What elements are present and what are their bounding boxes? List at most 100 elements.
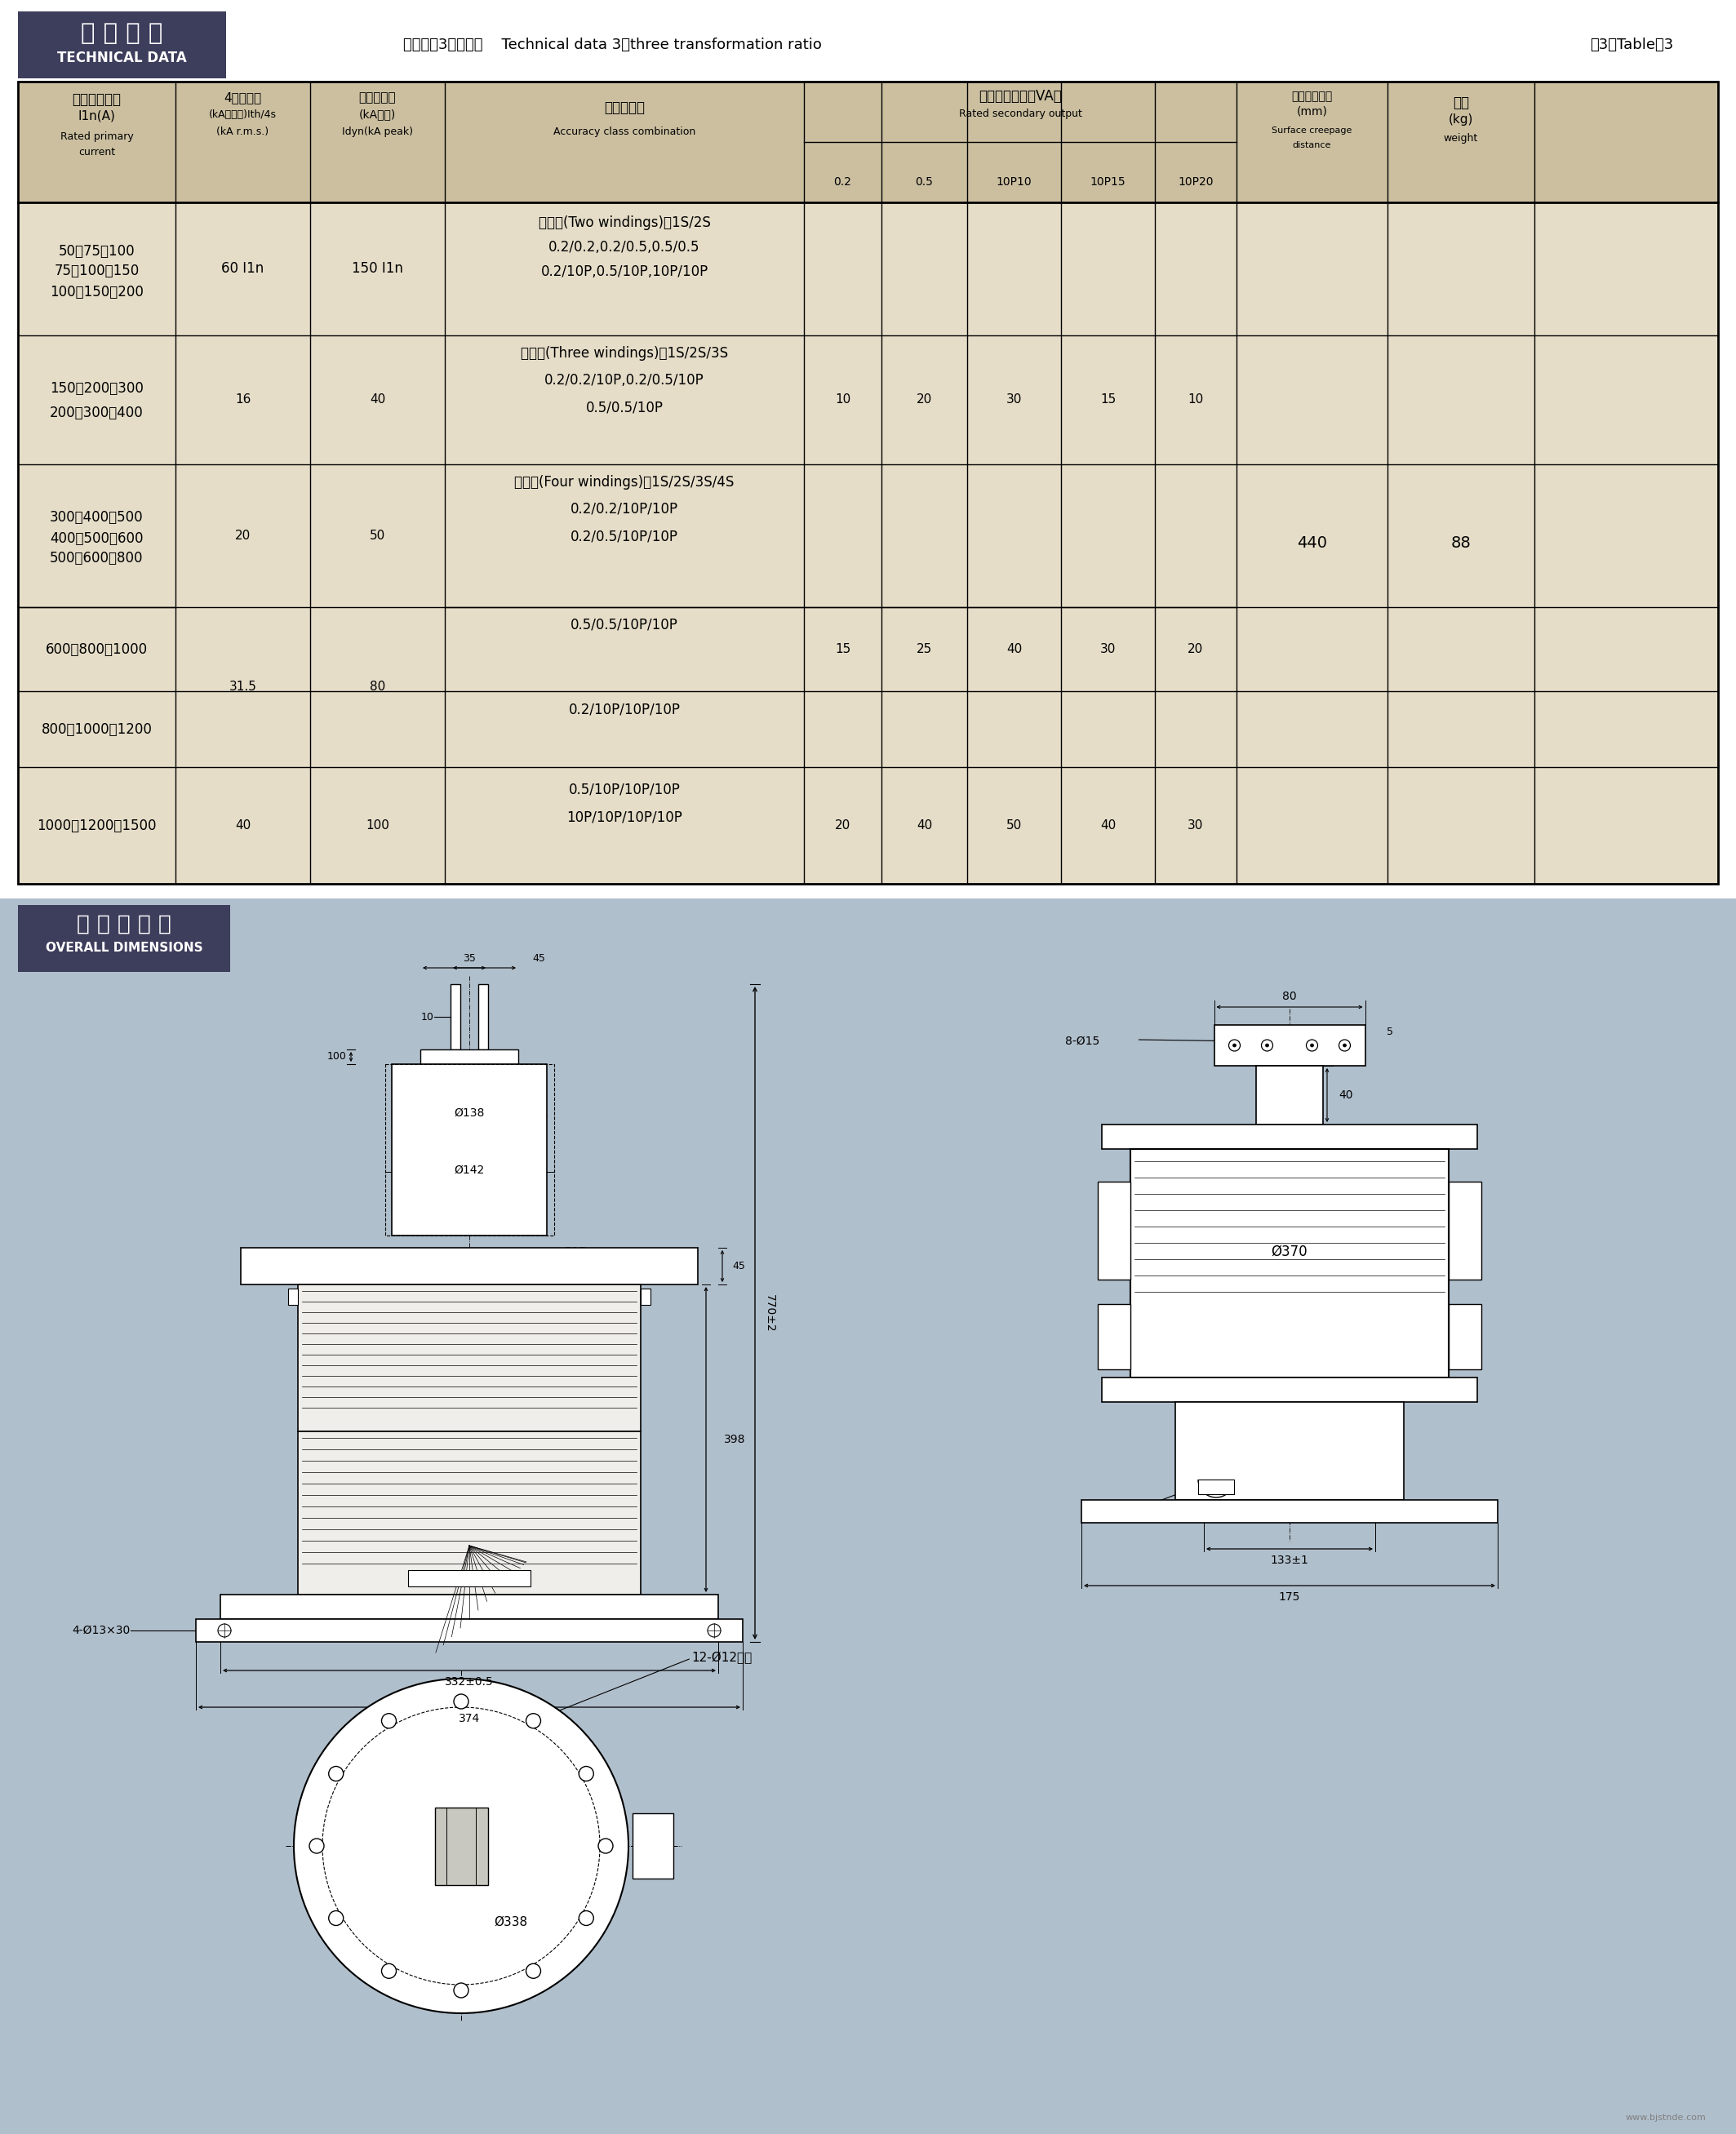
Text: (kA有效值)Ith/4s: (kA有效值)Ith/4s [208, 109, 276, 120]
Circle shape [1338, 1039, 1351, 1052]
Text: 0.2/0.5/10P/10P: 0.2/0.5/10P/10P [571, 529, 679, 544]
Text: weight: weight [1444, 134, 1477, 143]
Text: Ø338: Ø338 [493, 1916, 528, 1929]
Text: 133±1: 133±1 [1271, 1554, 1309, 1566]
Text: 20: 20 [917, 395, 932, 405]
Text: 25: 25 [917, 642, 932, 655]
Text: 0.2/0.2/10P,0.2/0.5/10P: 0.2/0.2/10P,0.2/0.5/10P [545, 373, 705, 388]
Text: M8接地螺栓: M8接地螺栓 [1082, 1498, 1127, 1509]
Circle shape [309, 1840, 325, 1852]
Text: 10P15: 10P15 [1090, 177, 1125, 188]
Text: 20: 20 [835, 819, 851, 832]
Text: (kA峰值): (kA峰值) [359, 109, 396, 120]
Bar [632, 1814, 674, 1878]
Text: 45: 45 [733, 1261, 745, 1272]
Text: 30: 30 [1007, 395, 1023, 405]
Text: 770±2: 770±2 [764, 1293, 776, 1332]
Text: 100－150－200: 100－150－200 [50, 284, 144, 299]
Text: TECHNICAL DATA: TECHNICAL DATA [57, 51, 187, 66]
Text: Ø142: Ø142 [455, 1165, 484, 1176]
Circle shape [708, 1624, 720, 1637]
Text: 技 术 参 数: 技 术 参 数 [82, 21, 163, 45]
Text: 4秒热电流: 4秒热电流 [224, 92, 262, 105]
Circle shape [219, 1624, 231, 1637]
Text: 80: 80 [370, 681, 385, 694]
Bar [299, 1285, 641, 1432]
Bar [1097, 1182, 1130, 1280]
Text: 300－400－500: 300－400－500 [50, 510, 144, 525]
Text: 40: 40 [1007, 642, 1023, 655]
Text: Ø370: Ø370 [1271, 1244, 1307, 1259]
Bar [17, 81, 1719, 883]
Circle shape [382, 1963, 396, 1978]
Bar [17, 81, 1719, 203]
Bar [1102, 1379, 1477, 1402]
Circle shape [293, 1679, 628, 2012]
Text: 20: 20 [1187, 642, 1203, 655]
Text: 150－200－300: 150－200－300 [50, 382, 144, 395]
Text: 60 I1n: 60 I1n [222, 262, 264, 275]
Bar [385, 1065, 554, 1236]
Text: OVERALL DIMENSIONS: OVERALL DIMENSIONS [45, 941, 203, 954]
Text: 175: 175 [1279, 1592, 1300, 1603]
Text: 0.2/0.2/10P/10P: 0.2/0.2/10P/10P [571, 501, 679, 516]
Text: 技术参数3：三变比    Technical data 3：three transformation ratio: 技术参数3：三变比 Technical data 3：three transfo… [403, 38, 821, 51]
Text: 40: 40 [234, 819, 250, 832]
Text: 额定二次输出（VA）: 额定二次输出（VA） [979, 90, 1062, 105]
Text: 5: 5 [1387, 1026, 1392, 1037]
Circle shape [1233, 1044, 1236, 1048]
Text: 12-Ø12通孔: 12-Ø12通孔 [691, 1652, 752, 1665]
Text: Rated primary: Rated primary [61, 132, 134, 143]
Bar [17, 203, 1719, 883]
Bar [1102, 1125, 1477, 1148]
Text: 10P/10P/10P/10P: 10P/10P/10P/10P [566, 811, 682, 826]
Text: 400－500－600: 400－500－600 [50, 531, 144, 546]
Text: 0.2/10P,0.5/10P,10P/10P: 0.2/10P,0.5/10P,10P/10P [540, 265, 708, 280]
Text: Surface creepage: Surface creepage [1272, 126, 1352, 134]
Text: 440: 440 [1297, 536, 1326, 551]
Circle shape [1229, 1039, 1240, 1052]
Text: 40: 40 [1338, 1090, 1352, 1101]
Text: 两绕组(Two windings)：1S/2S: 两绕组(Two windings)：1S/2S [538, 216, 710, 230]
Text: 准确级组合: 准确级组合 [604, 100, 644, 115]
Text: R15: R15 [564, 1246, 587, 1257]
Text: 0.5/0.5/10P/10P: 0.5/0.5/10P/10P [571, 617, 679, 632]
Circle shape [1262, 1039, 1272, 1052]
Circle shape [578, 1767, 594, 1782]
Text: 88: 88 [1451, 536, 1470, 551]
Text: 表3：Table：3: 表3：Table：3 [1590, 38, 1674, 51]
Circle shape [328, 1910, 344, 1925]
Text: www.bjstnde.com: www.bjstnde.com [1625, 2113, 1706, 2121]
Text: 三绕组(Three windings)：1S/2S/3S: 三绕组(Three windings)：1S/2S/3S [521, 346, 727, 361]
Bar [196, 1620, 743, 1641]
Bar [1097, 1304, 1130, 1370]
Circle shape [1311, 1044, 1314, 1048]
Text: 500－600－800: 500－600－800 [50, 551, 144, 566]
Bar [1257, 1065, 1323, 1125]
Text: (mm): (mm) [1297, 105, 1328, 117]
Text: 外 形 尺 寸 图: 外 形 尺 寸 图 [76, 913, 172, 935]
Text: 800－1000－1200: 800－1000－1200 [42, 721, 153, 736]
Text: 40: 40 [370, 395, 385, 405]
Text: 0.2/10P/10P/10P: 0.2/10P/10P/10P [568, 702, 681, 717]
Text: 80: 80 [1283, 990, 1297, 1003]
Text: 10: 10 [835, 395, 851, 405]
Text: 600－800－1000: 600－800－1000 [45, 642, 148, 657]
Text: 50: 50 [1007, 819, 1023, 832]
Text: 150 I1n: 150 I1n [352, 262, 403, 275]
Text: 10P10: 10P10 [996, 177, 1031, 188]
Text: 4-Ø13×30: 4-Ø13×30 [73, 1624, 130, 1637]
Circle shape [1344, 1044, 1347, 1048]
Text: 30: 30 [1187, 819, 1203, 832]
Bar [1450, 1182, 1481, 1280]
Bar [288, 1289, 299, 1304]
Text: 20: 20 [234, 529, 250, 542]
Text: 16: 16 [234, 395, 250, 405]
Text: Accuracy class combination: Accuracy class combination [554, 126, 696, 137]
Text: 15: 15 [835, 642, 851, 655]
Text: 0.5: 0.5 [915, 177, 934, 188]
Bar [1198, 1479, 1234, 1494]
Text: 45: 45 [533, 952, 545, 962]
Bar [241, 1248, 698, 1285]
Bar [434, 1807, 488, 1884]
